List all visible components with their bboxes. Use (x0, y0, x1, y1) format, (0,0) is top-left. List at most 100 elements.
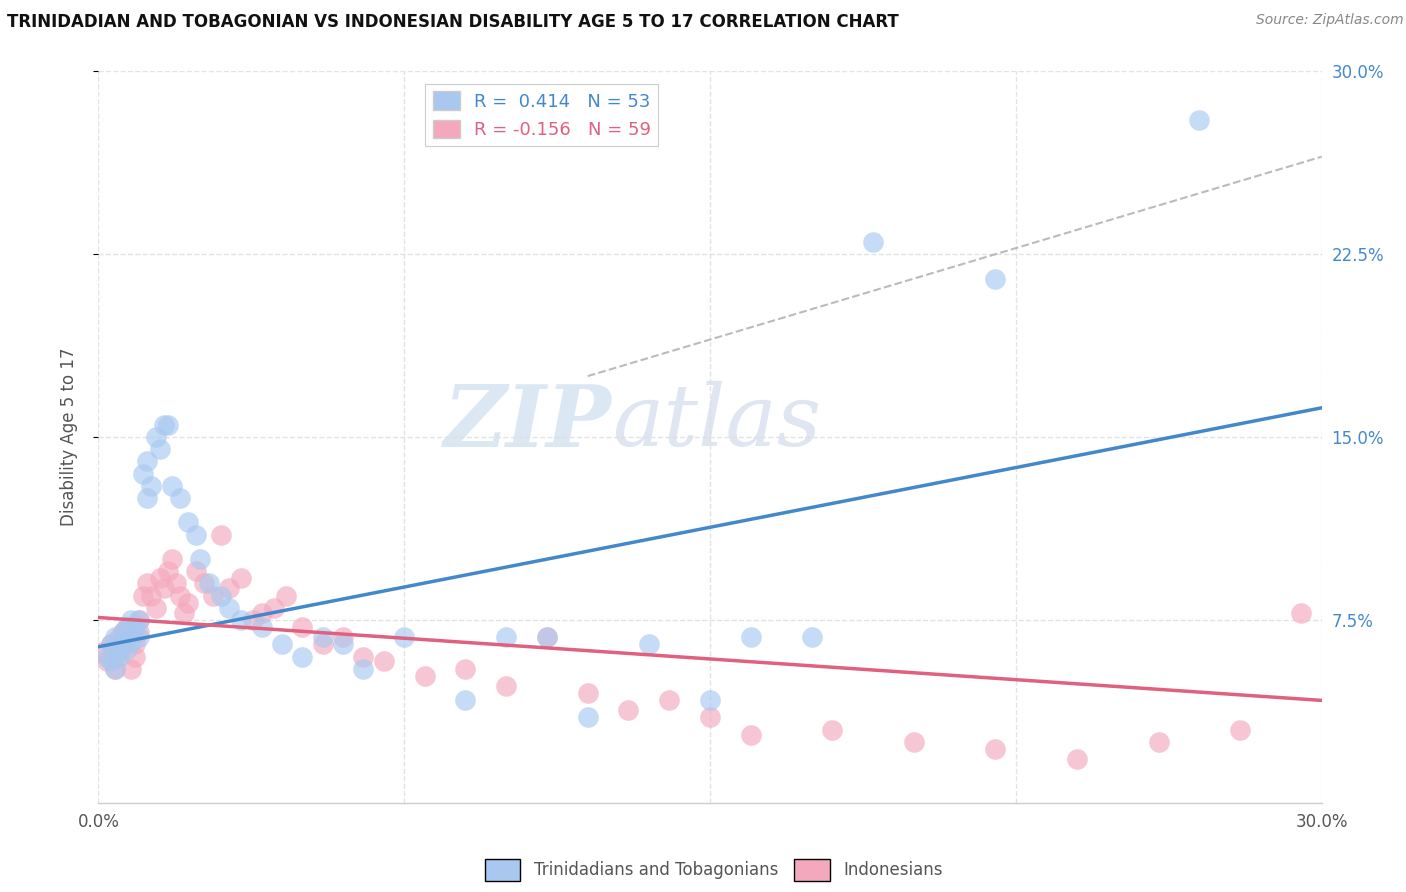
Point (160, 479, 183, 493)
Point (177, 596, 200, 610)
Point (149, 572, 172, 586)
Point (145, 430, 167, 444)
Point (1066, 752, 1088, 766)
Point (373, 654, 395, 668)
Point (152, 581, 174, 595)
Point (108, 649, 131, 664)
Point (104, 662, 127, 676)
Point (141, 479, 163, 493)
Point (104, 662, 127, 676)
Point (111, 637, 134, 651)
Point (332, 630, 354, 644)
Point (186, 527, 208, 541)
Point (169, 589, 191, 603)
Point (91, 645, 114, 659)
Point (111, 625, 134, 640)
Point (1188, 113, 1211, 128)
Point (332, 637, 354, 651)
Point (617, 703, 640, 717)
Point (454, 662, 477, 676)
Point (124, 625, 146, 640)
Point (801, 630, 824, 644)
Point (193, 576, 215, 591)
Point (128, 613, 150, 627)
Point (197, 576, 219, 591)
Point (576, 710, 599, 724)
Point (495, 679, 517, 693)
Point (124, 620, 146, 634)
Point (263, 600, 285, 615)
Point (96, 649, 118, 664)
Text: Source: ZipAtlas.com: Source: ZipAtlas.com (1256, 13, 1403, 28)
Point (209, 589, 232, 603)
Point (108, 630, 131, 644)
Point (392, 630, 416, 644)
Point (312, 630, 335, 644)
Point (128, 625, 150, 640)
Point (536, 630, 558, 644)
Text: TRINIDADIAN AND TOBAGONIAN VS INDONESIAN DISABILITY AGE 5 TO 17 CORRELATION CHAR: TRINIDADIAN AND TOBAGONIAN VS INDONESIAN… (7, 13, 898, 31)
Point (413, 669, 436, 683)
Point (141, 589, 163, 603)
Point (903, 735, 925, 749)
Point (312, 637, 335, 651)
Legend: R =  0.414   N = 53, R = -0.156   N = 59: R = 0.414 N = 53, R = -0.156 N = 59 (426, 84, 658, 146)
Y-axis label: Disability Age 5 to 17: Disability Age 5 to 17 (59, 348, 77, 526)
Point (120, 613, 142, 627)
Point (638, 637, 661, 651)
Point (173, 606, 195, 620)
Point (145, 600, 167, 615)
Point (115, 620, 138, 634)
Text: Trinidadians and Tobagonians: Trinidadians and Tobagonians (534, 861, 779, 879)
Point (128, 630, 150, 644)
Point (165, 576, 187, 591)
Point (188, 552, 212, 566)
Point (120, 625, 142, 640)
Point (218, 600, 240, 615)
Point (115, 630, 138, 644)
Point (132, 589, 155, 603)
Point (169, 491, 191, 505)
Point (862, 235, 884, 249)
Point (104, 649, 127, 664)
Point (177, 516, 200, 530)
Point (96, 654, 118, 668)
Point (291, 620, 314, 634)
Point (124, 637, 146, 651)
Point (156, 417, 179, 432)
Point (352, 662, 374, 676)
Text: ZIP: ZIP (444, 381, 612, 464)
Point (120, 662, 142, 676)
Point (100, 637, 122, 651)
Point (160, 552, 183, 566)
Point (576, 686, 599, 700)
Point (740, 727, 762, 741)
Point (984, 742, 1007, 756)
Point (699, 693, 721, 707)
Point (231, 613, 253, 627)
Point (115, 630, 138, 644)
Point (104, 630, 127, 644)
Point (740, 630, 762, 644)
Point (100, 637, 122, 651)
Point (250, 606, 273, 620)
Point (128, 613, 150, 627)
Point (209, 527, 232, 541)
Point (242, 613, 264, 627)
Point (115, 642, 138, 657)
Point (100, 654, 122, 668)
Point (821, 723, 844, 737)
Point (156, 564, 179, 578)
Point (136, 576, 159, 591)
Point (1229, 723, 1251, 737)
Point (658, 693, 681, 707)
Point (454, 693, 477, 707)
Point (274, 589, 297, 603)
Text: atlas: atlas (612, 381, 821, 464)
Point (495, 630, 517, 644)
Point (120, 635, 142, 649)
Point (201, 589, 224, 603)
Point (218, 581, 240, 595)
Point (1291, 606, 1313, 620)
Point (136, 454, 159, 468)
